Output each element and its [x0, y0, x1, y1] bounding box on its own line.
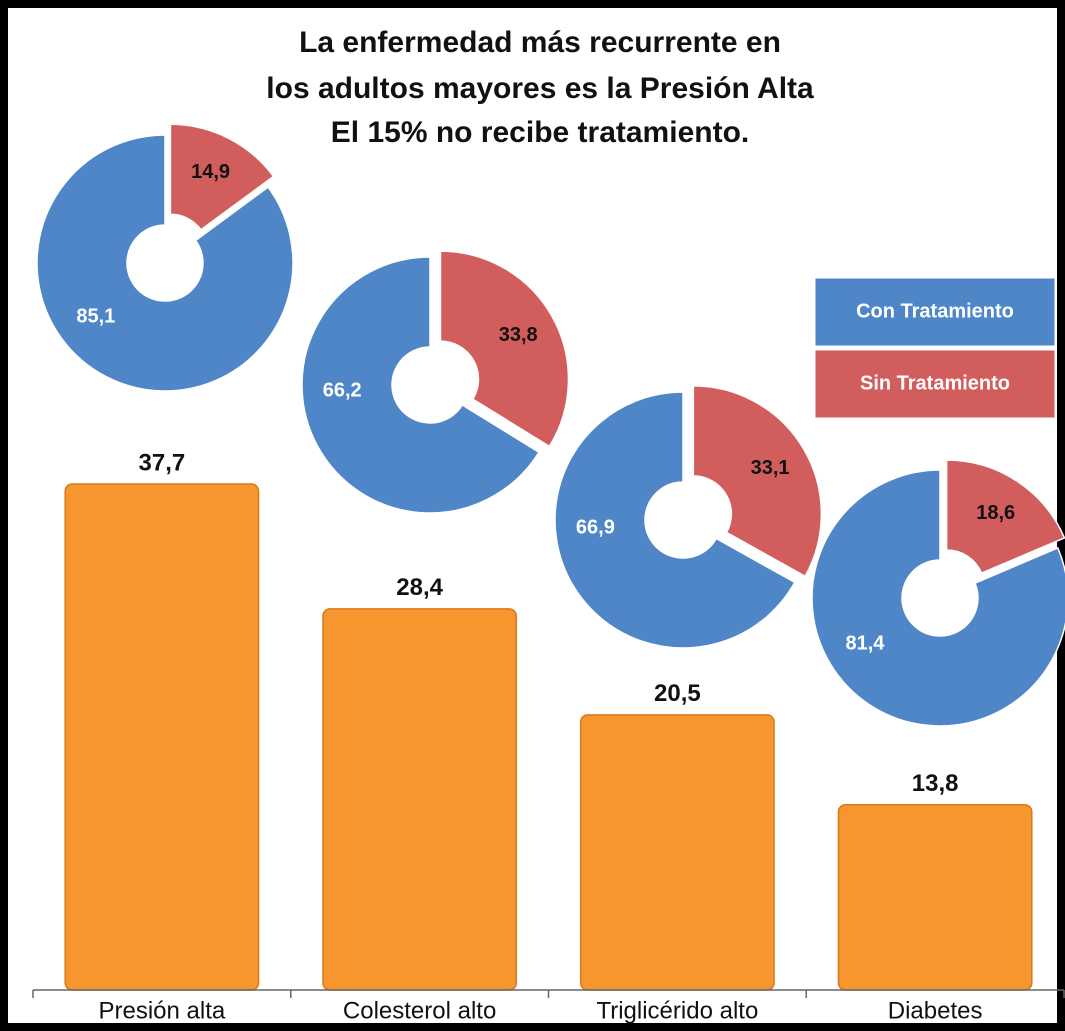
bar — [64, 483, 260, 991]
chart-title: El 15% no recibe tratamiento. — [331, 116, 749, 149]
data-label: 66,9 — [576, 517, 615, 539]
data-label: 20,5 — [654, 680, 701, 707]
donut-slice — [554, 391, 796, 649]
x-tick-label: Colesterol alto — [343, 997, 496, 1024]
bar — [322, 608, 518, 991]
chart-title: La enfermedad más recurrente en — [299, 26, 781, 59]
donut-slice — [169, 123, 275, 231]
chart-title: los adultos mayores es la Presión Alta — [266, 72, 814, 105]
data-label: 33,8 — [499, 324, 538, 346]
x-tick-label: Triglicérido alto — [596, 997, 758, 1024]
legend-label: Sin Tratamiento — [860, 372, 1010, 394]
data-label: 14,9 — [191, 161, 230, 183]
donut-slice — [439, 250, 570, 448]
data-label: 85,1 — [76, 306, 115, 328]
data-label: 33,1 — [751, 457, 790, 479]
data-label: 81,4 — [846, 632, 886, 654]
x-tick-label: Presión alta — [99, 997, 226, 1024]
legend-label: Con Tratamiento — [856, 300, 1014, 322]
x-tick-label: Diabetes — [888, 997, 983, 1024]
donut-slice — [692, 385, 823, 578]
bar — [837, 804, 1033, 991]
legend-swatch — [814, 349, 1056, 419]
donut-slice — [945, 459, 1065, 575]
donut-slice — [301, 256, 540, 514]
data-label: 37,7 — [139, 449, 186, 476]
data-label: 66,2 — [323, 380, 362, 402]
bar — [579, 714, 775, 991]
donut-slice — [811, 469, 1065, 727]
data-label: 13,8 — [912, 770, 959, 797]
donut-slice — [36, 134, 294, 392]
legend-swatch — [814, 277, 1056, 347]
data-label: 18,6 — [976, 502, 1015, 524]
data-label: 28,4 — [396, 574, 443, 601]
